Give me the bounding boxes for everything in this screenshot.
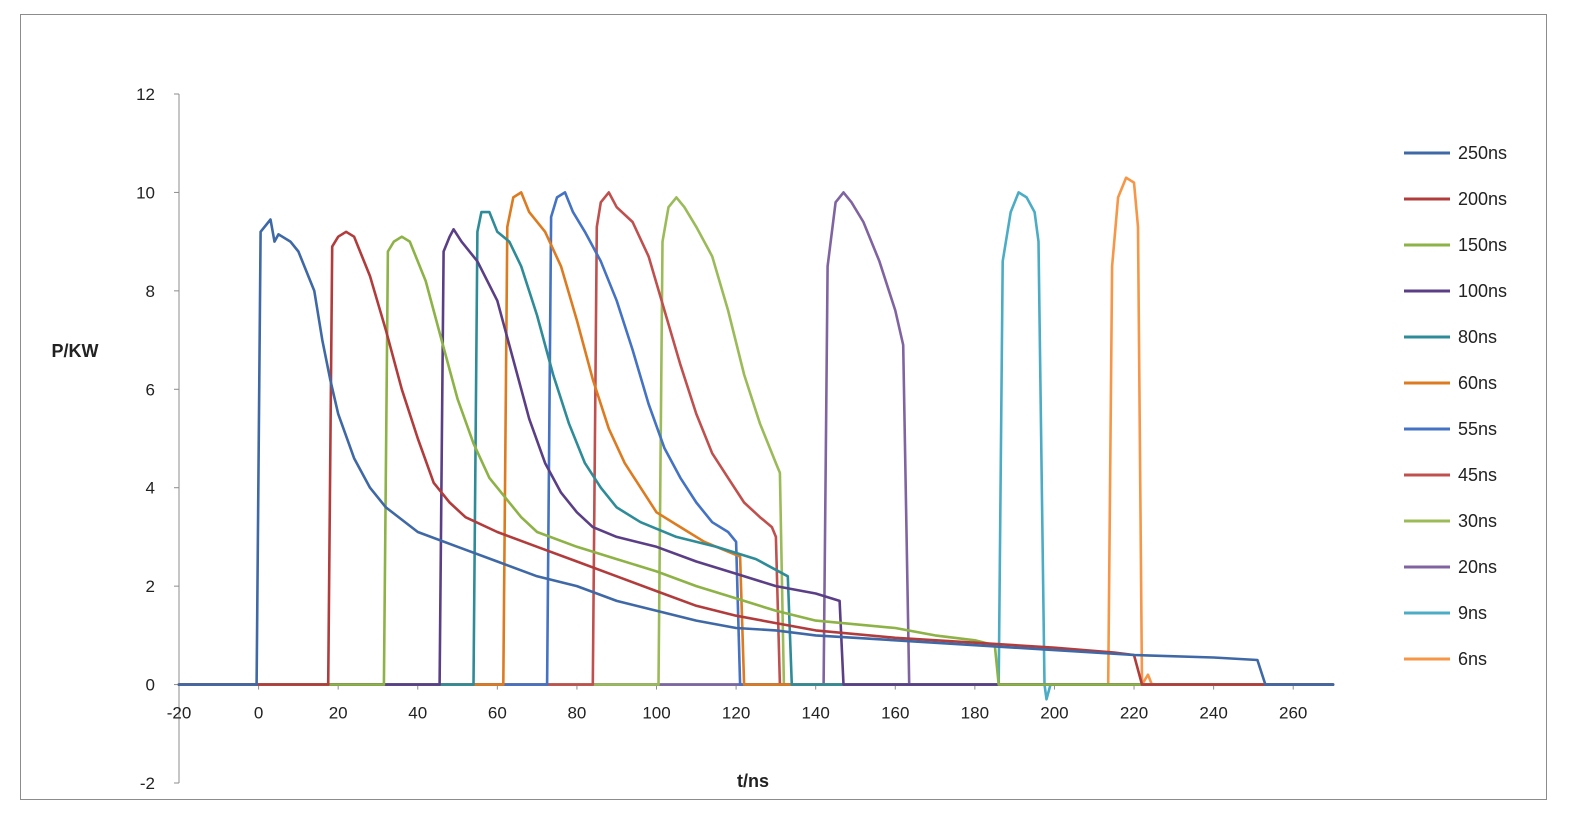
legend-label: 45ns bbox=[1458, 465, 1497, 485]
y-tick-label: 8 bbox=[146, 282, 155, 301]
legend-label: 55ns bbox=[1458, 419, 1497, 439]
x-tick-label: 240 bbox=[1199, 704, 1227, 723]
legend-label: 30ns bbox=[1458, 511, 1497, 531]
series-lines bbox=[177, 176, 1335, 701]
x-tick-label: -20 bbox=[167, 704, 192, 723]
legend-label: 100ns bbox=[1458, 281, 1507, 301]
series-line-6ns bbox=[177, 176, 1335, 686]
x-tick-label: 80 bbox=[567, 704, 586, 723]
series-line-45ns bbox=[177, 191, 1335, 686]
x-tick-label: 140 bbox=[802, 704, 830, 723]
legend-label: 150ns bbox=[1458, 235, 1507, 255]
series-line-150ns bbox=[177, 235, 1335, 686]
x-tick-label: 180 bbox=[961, 704, 989, 723]
x-tick-label: 160 bbox=[881, 704, 909, 723]
x-tick-label: 20 bbox=[329, 704, 348, 723]
x-tick-label: 100 bbox=[642, 704, 670, 723]
series-line-60ns bbox=[177, 191, 1335, 686]
y-tick-label: 0 bbox=[146, 676, 155, 695]
legend-label: 6ns bbox=[1458, 649, 1487, 669]
series-line-30ns bbox=[177, 196, 1335, 686]
y-tick-label: -2 bbox=[140, 774, 155, 793]
x-tick-label: 220 bbox=[1120, 704, 1148, 723]
x-tick-label: 40 bbox=[408, 704, 427, 723]
y-tick-label: 12 bbox=[136, 85, 155, 104]
series-line-20ns bbox=[177, 191, 1335, 686]
y-axis-title: P/KW bbox=[52, 341, 99, 361]
x-tick-label: 200 bbox=[1040, 704, 1068, 723]
x-axis-title: t/ns bbox=[737, 771, 769, 791]
x-tick-label: 120 bbox=[722, 704, 750, 723]
series-line-55ns bbox=[177, 191, 1335, 686]
series-line-200ns bbox=[177, 230, 1335, 686]
series-line-80ns bbox=[177, 210, 1335, 686]
x-tick-label: 0 bbox=[254, 704, 263, 723]
y-tick-label: 4 bbox=[146, 479, 155, 498]
legend-label: 20ns bbox=[1458, 557, 1497, 577]
series-line-100ns bbox=[177, 228, 1335, 686]
legend-label: 60ns bbox=[1458, 373, 1497, 393]
legend-label: 9ns bbox=[1458, 603, 1487, 623]
series-line-9ns bbox=[177, 191, 1335, 701]
x-tick-label: 260 bbox=[1279, 704, 1307, 723]
legend-label: 80ns bbox=[1458, 327, 1497, 347]
legend-label: 250ns bbox=[1458, 143, 1507, 163]
y-tick-label: 10 bbox=[136, 183, 155, 202]
legend: 250ns 200ns 150ns 100ns 80ns 60ns 55ns 45ns 30ns… bbox=[1404, 143, 1507, 669]
x-tick-label: 60 bbox=[488, 704, 507, 723]
y-tick-label: 6 bbox=[146, 380, 155, 399]
y-tick-label: 2 bbox=[146, 577, 155, 596]
legend-label: 200ns bbox=[1458, 189, 1507, 209]
series-line-250ns bbox=[177, 218, 1335, 686]
